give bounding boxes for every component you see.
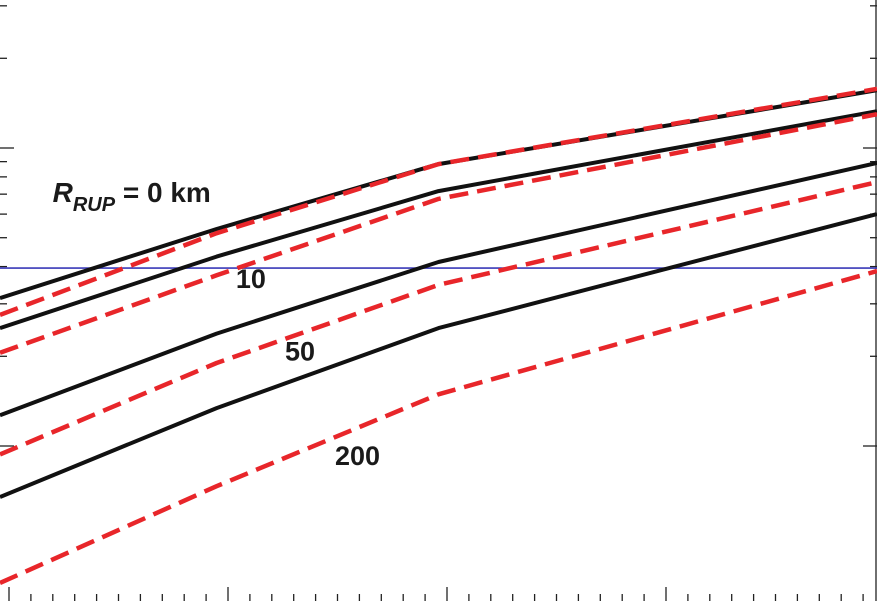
label-rrup-suffix: = 0 km: [115, 177, 211, 208]
series-line-50-dashed: [0, 179, 877, 457]
series-line-200-solid: [0, 212, 877, 499]
series-line-200-dashed: [0, 268, 877, 586]
label-rrup-subscript: RUP: [73, 194, 116, 216]
series-line-10-solid: [0, 109, 877, 330]
label-rrup-200: 200: [335, 441, 380, 471]
label-rrup-0: RRUP = 0 km: [53, 177, 211, 216]
series-line-0-dashed: [0, 86, 877, 318]
series-layer: [0, 86, 877, 586]
series-line-10-dashed: [0, 111, 877, 355]
series-line-50-solid: [0, 160, 877, 418]
label-rrup-50: 50: [285, 337, 315, 367]
label-rrup-symbol: R: [53, 177, 74, 208]
label-rrup-10: 10: [236, 264, 266, 294]
